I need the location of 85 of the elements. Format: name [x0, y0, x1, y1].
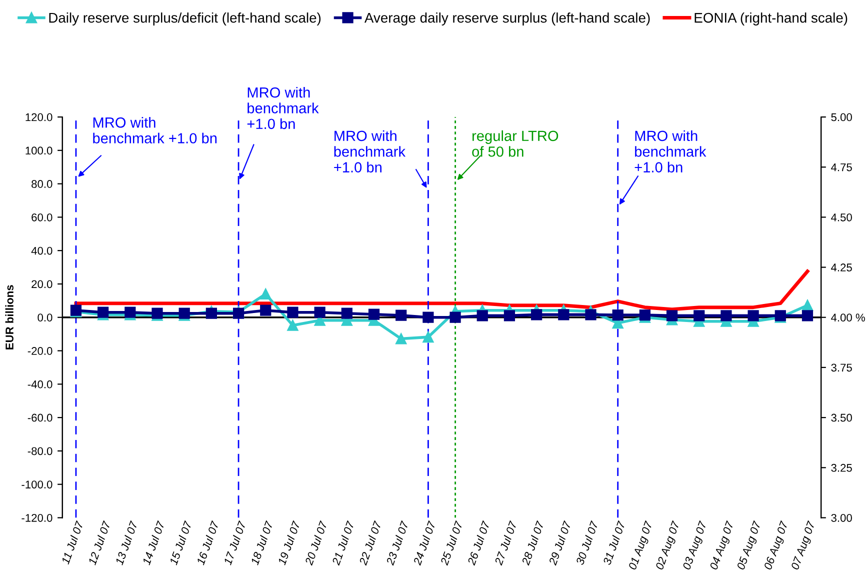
point [341, 308, 352, 319]
point [558, 309, 570, 320]
y-tick-label: 40.0 [31, 246, 52, 255]
x-tick-label: 11 Jul 07 [60, 520, 84, 565]
annotation: MRO with benchmark +1.0 bn [334, 130, 406, 172]
y2-tick-label: 4.75 [831, 163, 852, 172]
y2-tick-label: 4.25 [831, 264, 852, 272]
x-tick-label: 26 Jul 07 [466, 520, 490, 566]
annotation: MRO with benchmark +1.0 bn [93, 117, 217, 144]
y2-tick-label: 4.00 % [831, 314, 865, 322]
legend-label: Average daily reserve surplus (left-hand scale) [364, 12, 650, 26]
x-tick-label: 25 Jul 07 [440, 520, 464, 566]
annotation: MRO with benchmark +1.0 bn [247, 86, 319, 130]
x-tick-label: 06 Aug 07 [764, 520, 790, 571]
x-tick-label: 04 Aug 07 [709, 520, 736, 571]
x-tick-label: 01 Aug 07 [628, 520, 655, 571]
x-tick-label: 21 Jul 07 [331, 520, 355, 566]
x-tick-label: 18 Jul 07 [250, 520, 274, 566]
point [287, 306, 298, 318]
x-tick-label: 28 Jul 07 [521, 520, 544, 566]
y-tick-label: 60.0 [32, 213, 52, 222]
x-tick-label: 12 Jul 07 [88, 520, 111, 566]
point [314, 306, 326, 318]
point [422, 312, 434, 323]
point [504, 310, 516, 322]
point [531, 309, 542, 320]
y-tick-label: -80.0 [28, 447, 52, 456]
point [720, 310, 732, 322]
point [368, 308, 380, 320]
y-tick-label: 120.0 [26, 113, 52, 122]
x-tick-label: 02 Aug 07 [655, 520, 682, 571]
point [287, 320, 298, 331]
point [260, 304, 272, 316]
y-tick-label: 20.0 [32, 280, 52, 288]
legend-label: Daily reserve surplus/deficit (left-hand scale) [49, 12, 321, 26]
point [585, 309, 596, 320]
y2-tick-label: 3.50 [831, 414, 852, 422]
y-tick-label: -100.0 [22, 480, 52, 488]
x-tick-label: 19 Jul 07 [277, 520, 301, 566]
y-tick-label: -20.0 [28, 347, 52, 355]
x-tick-label: 15 Jul 07 [169, 520, 192, 566]
y-tick-label: 80.0 [32, 180, 52, 188]
point [260, 288, 272, 300]
point [612, 309, 624, 321]
x-tick-label: 20 Jul 07 [304, 520, 328, 566]
x-tick-label: 23 Jul 07 [386, 520, 409, 566]
point [666, 310, 678, 322]
point [206, 308, 217, 319]
y2-tick-label: 3.00 [831, 514, 852, 522]
point [396, 333, 407, 344]
point [476, 310, 488, 322]
point [802, 310, 814, 322]
x-tick-label: 24 Jul 07 [412, 520, 436, 566]
y-tick-label: 0.0 [38, 314, 52, 322]
y2-tick-label: 3.25 [831, 464, 852, 472]
x-tick-label: 14 Jul 07 [142, 520, 166, 566]
y2-tick-label: 3.75 [831, 364, 852, 372]
point [396, 310, 407, 321]
x-tick-label: 30 Jul 07 [575, 520, 599, 566]
y-axis-title: EUR billions [5, 285, 14, 350]
y-tick-label: 100.0 [26, 146, 52, 155]
x-tick-label: 22 Jul 07 [358, 520, 382, 566]
x-tick-label: 13 Jul 07 [114, 520, 138, 566]
y2-tick-label: 5.00 [831, 113, 852, 122]
x-tick-label: 29 Jul 07 [548, 520, 572, 566]
x-tick-label: 07 Aug 07 [790, 520, 818, 571]
point [450, 312, 461, 323]
y2-tick-label: 4.50 [831, 213, 852, 222]
annotation: regular LTRO of 50 bn [472, 130, 558, 157]
x-tick-label: 05 Aug 07 [736, 520, 764, 571]
x-tick-label: 27 Jul 07 [494, 520, 518, 566]
y-tick-label: -60.0 [28, 414, 52, 422]
point [422, 332, 434, 343]
y-tick-label: -40.0 [28, 380, 52, 388]
x-tick-label: 16 Jul 07 [196, 520, 220, 566]
legend-label: EONIA (right-hand scale) [694, 12, 848, 26]
x-tick-label: 03 Aug 07 [682, 520, 709, 571]
point [98, 306, 109, 318]
y-tick-label: -120.0 [22, 514, 52, 522]
x-tick-label: 17 Jul 07 [223, 520, 246, 566]
point [124, 306, 136, 318]
point [694, 310, 705, 322]
x-tick-label: 31 Jul 07 [602, 520, 626, 566]
annotation: MRO with benchmark +1.0 bn [634, 130, 706, 172]
point [748, 310, 759, 322]
